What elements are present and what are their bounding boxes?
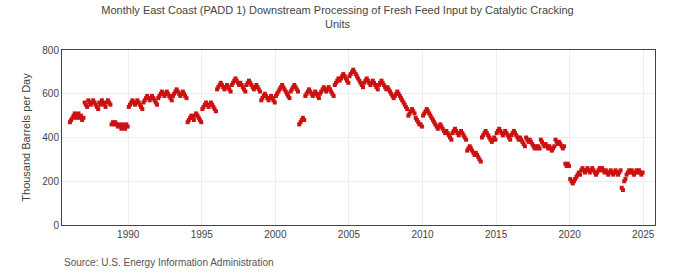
svg-text:2020: 2020 — [559, 229, 582, 240]
svg-text:0: 0 — [53, 220, 59, 231]
svg-text:2015: 2015 — [485, 229, 508, 240]
svg-text:800: 800 — [42, 45, 59, 56]
svg-text:2025: 2025 — [632, 229, 655, 240]
svg-text:Source: U.S. Energy Informatio: Source: U.S. Energy Information Administ… — [64, 257, 274, 268]
svg-text:2010: 2010 — [411, 229, 434, 240]
svg-text:1990: 1990 — [117, 229, 140, 240]
svg-text:2000: 2000 — [264, 229, 287, 240]
svg-text:400: 400 — [42, 132, 59, 143]
svg-text:1995: 1995 — [191, 229, 214, 240]
svg-text:2005: 2005 — [338, 229, 361, 240]
svg-text:200: 200 — [42, 176, 59, 187]
svg-text:Thousand Barrels per Day: Thousand Barrels per Day — [20, 73, 32, 202]
svg-text:600: 600 — [42, 88, 59, 99]
svg-text:Monthly East Coast (PADD 1) Do: Monthly East Coast (PADD 1) Downstream P… — [101, 4, 573, 30]
